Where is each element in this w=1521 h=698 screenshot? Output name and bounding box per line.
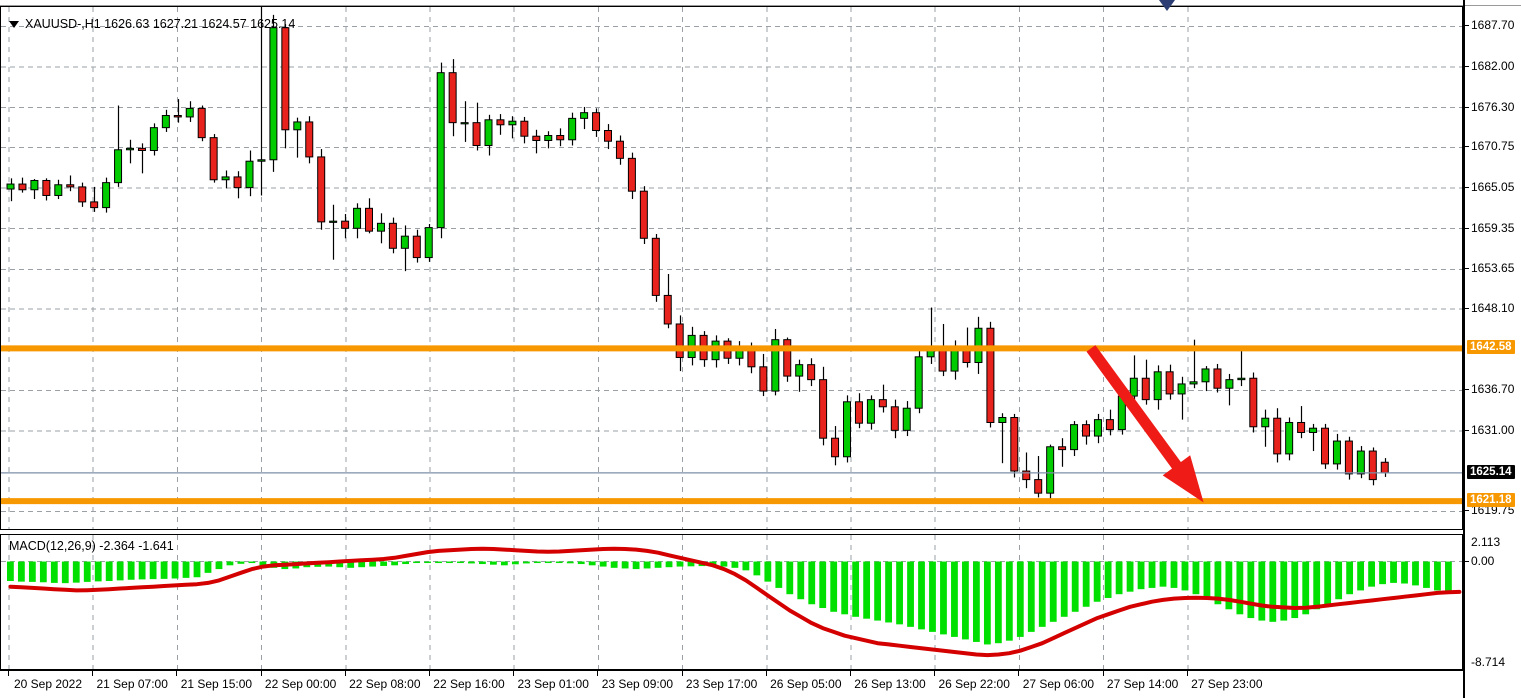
time-axis-tick bbox=[1186, 671, 1188, 676]
time-axis[interactable]: 20 Sep 2022 21 Sep 07:00 21 Sep 15:00 22 Se… bbox=[0, 670, 1463, 698]
time-axis-tick bbox=[681, 671, 683, 676]
price-axis-tick bbox=[1463, 106, 1469, 108]
price-axis-tick bbox=[1463, 389, 1469, 391]
level-price-label[interactable]: 1621.18 bbox=[1467, 493, 1515, 508]
time-axis-label: 26 Sep 13:00 bbox=[854, 677, 926, 691]
price-axis-tick bbox=[1463, 307, 1469, 309]
collapse-triangle-icon[interactable] bbox=[9, 20, 19, 28]
time-axis-tick bbox=[8, 671, 9, 676]
macd-indicator-pane[interactable]: MACD(12,26,9) -2.364 -1.641 bbox=[0, 534, 1463, 670]
price-axis-tick bbox=[1463, 268, 1469, 270]
time-axis-label: 21 Sep 15:00 bbox=[180, 677, 253, 691]
macd-axis-label: 2.113 bbox=[1471, 535, 1501, 549]
time-axis-tick bbox=[1102, 671, 1104, 676]
time-axis-label: 23 Sep 17:00 bbox=[685, 677, 758, 691]
price-axis-label: 1653.65 bbox=[1471, 261, 1515, 276]
down-triangle-marker-icon bbox=[1159, 0, 1175, 11]
price-plot-area[interactable] bbox=[1, 7, 1462, 529]
price-axis-label: 1636.70 bbox=[1471, 382, 1515, 397]
price-axis-label: 1665.05 bbox=[1471, 179, 1515, 194]
time-axis-tick bbox=[850, 671, 851, 676]
time-axis-tick bbox=[260, 671, 262, 676]
time-axis-tick bbox=[1018, 671, 1020, 676]
time-axis-label: 27 Sep 06:00 bbox=[1022, 677, 1095, 691]
macd-axis-label: -8.714 bbox=[1471, 655, 1506, 669]
price-axis-tick bbox=[1463, 25, 1469, 27]
time-axis-tick bbox=[513, 671, 515, 676]
time-axis-tick bbox=[344, 671, 346, 676]
time-axis-label: 22 Sep 00:00 bbox=[264, 677, 337, 691]
macd-chart-svg bbox=[1, 535, 1462, 669]
time-axis-label: 26 Sep 22:00 bbox=[938, 677, 1010, 691]
time-axis-label: 22 Sep 16:00 bbox=[433, 677, 505, 691]
price-pane-header: XAUUSD-,H1 1626.63 1627.21 1624.57 1625.… bbox=[9, 17, 295, 31]
price-chart-svg bbox=[1, 7, 1462, 529]
time-axis-label: 21 Sep 07:00 bbox=[96, 677, 168, 691]
price-axis-tick bbox=[1463, 186, 1469, 188]
time-axis-tick bbox=[429, 671, 430, 676]
time-axis-label: 27 Sep 23:00 bbox=[1191, 677, 1263, 691]
time-axis-label: 23 Sep 01:00 bbox=[517, 677, 589, 691]
price-axis[interactable]: 1687.70 1682.00 1676.30 1670.75 1665.05 1659.… bbox=[1463, 6, 1521, 530]
macd-axis-label: 0.00 bbox=[1471, 553, 1495, 568]
time-axis-tick bbox=[597, 671, 599, 676]
price-axis-tick bbox=[1463, 430, 1469, 432]
level-price-label[interactable]: 1642.58 bbox=[1467, 340, 1515, 355]
price-axis-tick bbox=[1463, 65, 1469, 67]
macd-plot-area[interactable] bbox=[1, 535, 1462, 669]
time-axis-tick bbox=[176, 671, 178, 676]
time-axis-tick bbox=[934, 671, 936, 676]
price-chart-pane[interactable]: XAUUSD-,H1 1626.63 1627.21 1624.57 1625.… bbox=[0, 6, 1463, 530]
price-axis-label: 1648.10 bbox=[1471, 300, 1515, 315]
price-axis-tick bbox=[1463, 510, 1469, 512]
time-axis-label: 26 Sep 05:00 bbox=[770, 677, 842, 691]
price-axis-label: 1676.30 bbox=[1471, 99, 1515, 114]
current-price-label[interactable]: 1625.14 bbox=[1467, 464, 1515, 479]
time-axis-label: 22 Sep 08:00 bbox=[349, 677, 421, 691]
price-axis-label: 1659.35 bbox=[1471, 220, 1515, 235]
price-axis-tick bbox=[1463, 146, 1469, 148]
price-axis-tick bbox=[1463, 227, 1469, 229]
macd-axis-tick bbox=[1463, 560, 1469, 562]
macd-axis[interactable]: 2.113 0.00 -8.714 bbox=[1463, 534, 1521, 670]
time-axis-label: 20 Sep 2022 bbox=[13, 677, 83, 691]
time-axis-tick bbox=[92, 671, 94, 676]
time-axis-label: 23 Sep 09:00 bbox=[601, 677, 674, 691]
window-top-chrome bbox=[0, 0, 1521, 6]
price-axis-label: 1687.70 bbox=[1471, 18, 1515, 33]
macd-pane-header: MACD(12,26,9) -2.364 -1.641 bbox=[9, 539, 174, 553]
price-axis-label: 1682.00 bbox=[1471, 58, 1515, 73]
axis-separator bbox=[1463, 0, 1465, 698]
time-axis-tick bbox=[765, 671, 767, 676]
time-axis-label: 27 Sep 14:00 bbox=[1106, 677, 1179, 691]
price-axis-label: 1631.00 bbox=[1471, 423, 1515, 438]
symbol-and-ohlc-label: XAUUSD-,H1 1626.63 1627.21 1624.57 1625.… bbox=[25, 17, 296, 31]
price-axis-label: 1670.75 bbox=[1471, 139, 1515, 154]
